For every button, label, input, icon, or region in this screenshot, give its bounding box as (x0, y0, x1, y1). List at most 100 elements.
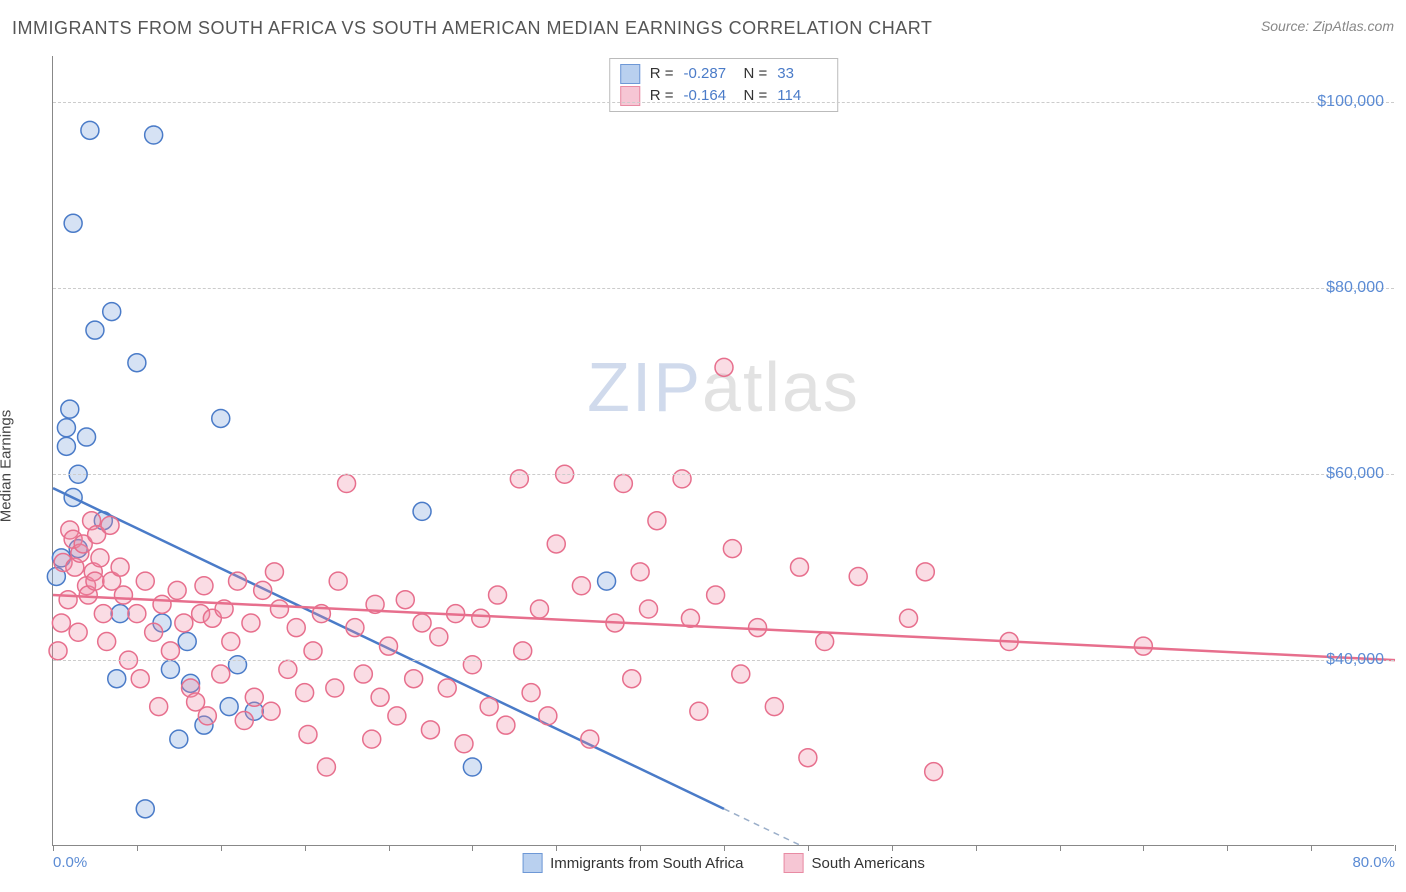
trend-line-dashed-south_africa (724, 809, 802, 846)
x-tick (221, 845, 222, 851)
data-point-south_american (707, 586, 725, 604)
legend-swatch-1 (784, 853, 804, 873)
x-tick (640, 845, 641, 851)
data-point-south_american (161, 642, 179, 660)
data-point-south_american (296, 684, 314, 702)
data-point-south_american (49, 642, 67, 660)
data-point-south_american (925, 763, 943, 781)
data-point-south_africa (145, 126, 163, 144)
data-point-south_africa (103, 303, 121, 321)
data-point-south_africa (57, 419, 75, 437)
source-attribution: Source: ZipAtlas.com (1261, 18, 1394, 34)
data-point-south_american (279, 660, 297, 678)
data-point-south_american (270, 600, 288, 618)
data-point-south_american (799, 749, 817, 767)
data-point-south_american (413, 614, 431, 632)
data-point-south_africa (161, 660, 179, 678)
data-point-south_american (405, 670, 423, 688)
data-point-south_american (69, 623, 87, 641)
data-point-south_american (235, 712, 253, 730)
gridline (53, 474, 1394, 475)
data-point-south_american (52, 614, 70, 632)
x-tick-label: 0.0% (53, 854, 87, 871)
legend-label-1: South Americans (812, 855, 925, 872)
data-point-south_american (480, 698, 498, 716)
data-point-south_american (212, 665, 230, 683)
gridline (53, 288, 1394, 289)
data-point-south_american (522, 684, 540, 702)
data-point-south_american (514, 642, 532, 660)
data-point-south_american (222, 633, 240, 651)
gridline (53, 102, 1394, 103)
data-point-south_american (472, 609, 490, 627)
data-point-south_american (396, 591, 414, 609)
data-point-south_american (128, 605, 146, 623)
data-point-south_american (168, 581, 186, 599)
data-point-south_american (317, 758, 335, 776)
x-tick (1395, 845, 1396, 851)
data-point-south_american (242, 614, 260, 632)
data-point-south_american (430, 628, 448, 646)
plot-area: ZIPatlas R = -0.287 N = 33 R = -0.164 N … (52, 56, 1394, 846)
legend-swatch-0 (522, 853, 542, 873)
data-point-south_american (816, 633, 834, 651)
data-point-south_american (304, 642, 322, 660)
data-point-south_american (145, 623, 163, 641)
data-point-south_africa (463, 758, 481, 776)
gridline (53, 660, 1394, 661)
data-point-south_american (136, 572, 154, 590)
data-point-south_american (581, 730, 599, 748)
data-point-south_american (749, 619, 767, 637)
data-point-south_american (91, 549, 109, 567)
data-point-south_american (338, 475, 356, 493)
data-point-south_american (329, 572, 347, 590)
data-point-south_american (690, 702, 708, 720)
data-point-south_american (723, 540, 741, 558)
data-point-south_africa (81, 121, 99, 139)
data-point-south_american (631, 563, 649, 581)
y-axis-label: Median Earnings (0, 410, 15, 523)
data-point-south_american (198, 707, 216, 725)
data-point-south_american (262, 702, 280, 720)
data-point-south_africa (413, 502, 431, 520)
data-point-south_africa (170, 730, 188, 748)
x-tick (892, 845, 893, 851)
data-point-south_american (715, 358, 733, 376)
data-point-south_american (287, 619, 305, 637)
data-point-south_american (111, 558, 129, 576)
x-tick (808, 845, 809, 851)
legend-item-0: Immigrants from South Africa (522, 853, 743, 873)
y-tick-label: $80,000 (1326, 279, 1384, 297)
data-point-south_american (1134, 637, 1152, 655)
legend: Immigrants from South Africa South Ameri… (522, 853, 925, 873)
chart-title: IMMIGRANTS FROM SOUTH AFRICA VS SOUTH AM… (12, 18, 932, 38)
data-point-south_american (101, 516, 119, 534)
data-point-south_africa (108, 670, 126, 688)
data-point-south_american (489, 586, 507, 604)
x-tick (1311, 845, 1312, 851)
data-point-south_american (131, 670, 149, 688)
data-point-south_africa (86, 321, 104, 339)
data-point-south_american (114, 586, 132, 604)
legend-label-0: Immigrants from South Africa (550, 855, 743, 872)
y-tick-label: $100,000 (1317, 93, 1384, 111)
chart-container: Median Earnings ZIPatlas R = -0.287 N = … (12, 56, 1394, 876)
data-point-south_africa (111, 605, 129, 623)
chart-svg (53, 56, 1395, 846)
data-point-south_american (539, 707, 557, 725)
x-tick (1143, 845, 1144, 851)
data-point-south_american (245, 688, 263, 706)
data-point-south_africa (128, 354, 146, 372)
data-point-south_american (153, 595, 171, 613)
data-point-south_american (648, 512, 666, 530)
data-point-south_american (59, 591, 77, 609)
data-point-south_africa (229, 656, 247, 674)
data-point-south_american (265, 563, 283, 581)
data-point-south_american (900, 609, 918, 627)
data-point-south_american (765, 698, 783, 716)
data-point-south_american (299, 725, 317, 743)
data-point-south_american (388, 707, 406, 725)
data-point-south_american (916, 563, 934, 581)
data-point-south_american (254, 581, 272, 599)
data-point-south_american (371, 688, 389, 706)
